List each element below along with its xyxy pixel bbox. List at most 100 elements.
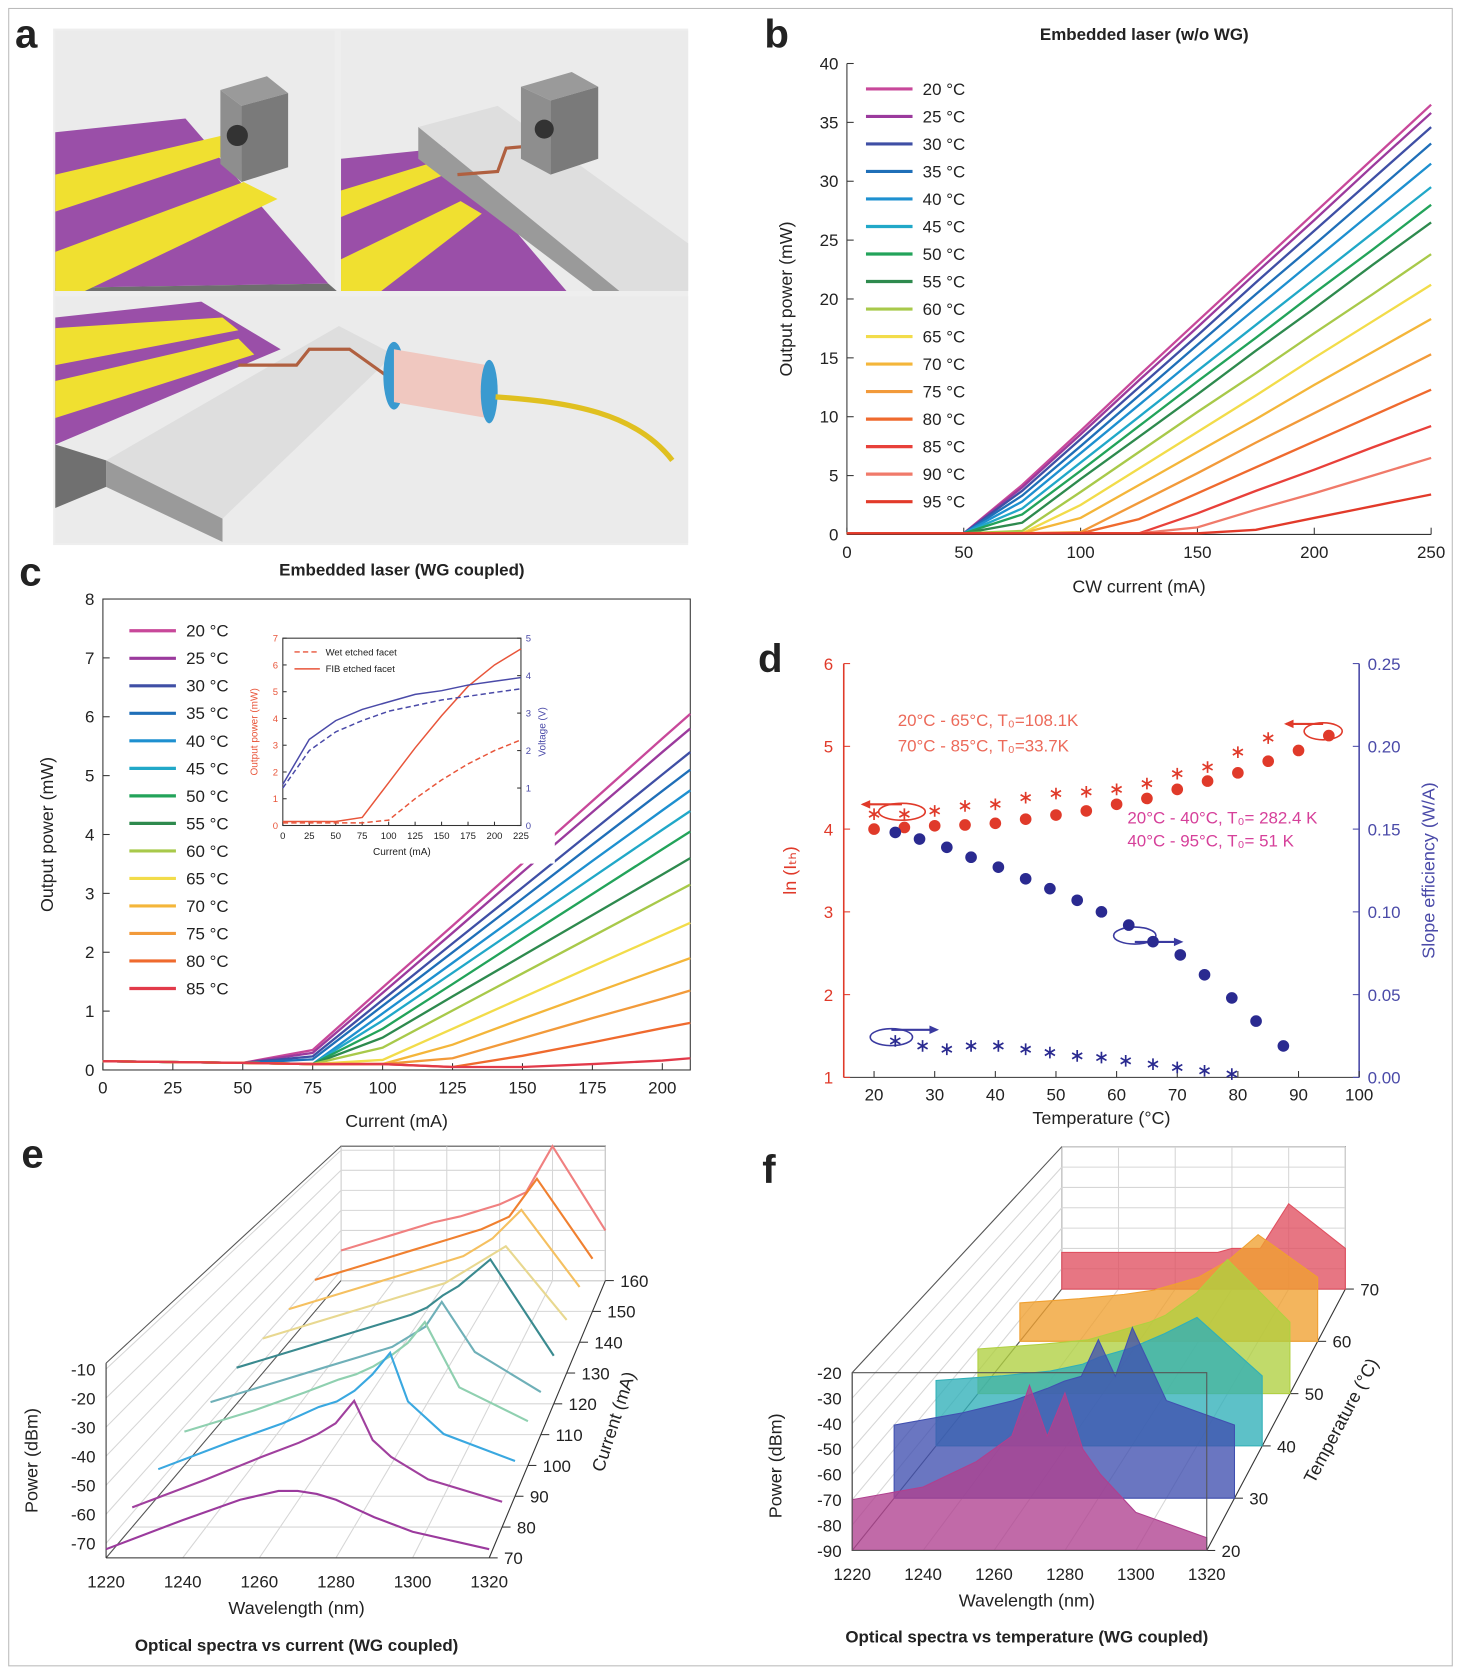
legend-label: 25 °C	[923, 107, 966, 126]
legend-label: Wet etched facet	[326, 647, 398, 658]
legend-label: 85 °C	[186, 979, 229, 998]
x-tick-label: 1300	[394, 1573, 432, 1592]
y-tick-label: -30	[817, 1389, 841, 1408]
grid-line	[182, 1280, 395, 1559]
x-axis-label: CW current (mA)	[1072, 577, 1205, 597]
x-tick-label: 50	[330, 831, 341, 842]
x-tick-label: 70	[1168, 1086, 1187, 1105]
z-axis-label: Current (mA)	[588, 1369, 639, 1474]
y-tick-label: 7	[85, 649, 94, 668]
x-tick-label: 175	[460, 831, 476, 842]
point	[1080, 786, 1092, 798]
y-tick-label: 30	[820, 172, 839, 191]
spectrum-area	[851, 1383, 1208, 1551]
point	[928, 819, 941, 832]
point	[1171, 783, 1184, 796]
legend-label: 75 °C	[923, 383, 966, 402]
y-tick-label: 5	[824, 738, 833, 757]
point	[1225, 992, 1238, 1004]
z-tick-label: 110	[556, 1426, 583, 1445]
legend-label: 50 °C	[186, 787, 229, 806]
point	[1226, 1068, 1238, 1080]
arrowhead	[1284, 719, 1294, 729]
y-tick-label: 3	[273, 741, 278, 752]
y-tick-label: 4	[85, 825, 94, 844]
axis-line	[851, 1146, 1063, 1374]
legend-label: 85 °C	[923, 438, 966, 457]
spectrum-line	[340, 1144, 607, 1252]
series-line	[846, 493, 1432, 535]
point	[1019, 813, 1032, 825]
x-tick-label: 90	[1289, 1086, 1308, 1105]
spectrum-line	[210, 1299, 542, 1404]
point	[1141, 777, 1153, 790]
point	[959, 800, 971, 812]
panel-label: b	[764, 12, 789, 57]
spectrum-line	[131, 1398, 503, 1509]
panel-label: f	[762, 1147, 776, 1192]
z-tick-label: 140	[594, 1334, 622, 1353]
legend-label: 65 °C	[923, 327, 966, 346]
point	[1141, 792, 1153, 805]
y-tick-label: 7	[273, 634, 278, 645]
y-tick-label: 0	[829, 525, 838, 544]
point	[1071, 1050, 1083, 1062]
y-tick-label: 5	[829, 467, 838, 486]
y-tick-label: -70	[817, 1491, 841, 1510]
block	[550, 86, 599, 175]
y-tick-label: 1	[824, 1069, 833, 1088]
axis-line	[105, 1145, 342, 1364]
x-tick-label: 250	[1417, 543, 1445, 562]
plot-frame	[282, 637, 522, 827]
legend-label: 55 °C	[923, 272, 966, 291]
y2-tick-label: 3	[526, 708, 531, 719]
y-tick-label: 2	[85, 943, 94, 962]
arrow-ellipse	[877, 802, 927, 822]
x-tick-label: 125	[438, 1079, 466, 1098]
y-tick-label: -60	[71, 1506, 95, 1525]
aperture	[534, 119, 554, 139]
x-tick-label: 1220	[87, 1573, 125, 1592]
legend-label: 20 °C	[186, 622, 229, 641]
point	[1262, 732, 1274, 744]
point	[898, 808, 910, 821]
x-tick-label: 125	[407, 831, 423, 842]
y-axis-label: Power (dBm)	[765, 1413, 785, 1518]
grid-line	[105, 1210, 342, 1457]
x-axis-label: Current (mA)	[345, 1111, 448, 1131]
series-line	[846, 203, 1432, 535]
grid-line	[851, 1166, 1063, 1399]
y-tick-label: -50	[71, 1477, 95, 1496]
z-tick-label: 100	[543, 1457, 571, 1476]
series-line	[282, 676, 522, 785]
grid-line	[335, 1280, 501, 1559]
y-tick-label: 6	[824, 655, 833, 674]
y-tick-label: 2	[273, 767, 278, 778]
y-tick-label: 6	[85, 708, 94, 727]
spectrum-line	[236, 1257, 555, 1369]
y-tick-label: 15	[820, 349, 839, 368]
grid-line	[851, 1248, 1063, 1501]
block	[520, 71, 599, 101]
x-tick-label: 150	[508, 1079, 536, 1098]
x-tick-label: 1260	[240, 1573, 278, 1592]
grid-line	[105, 1169, 342, 1399]
z-tick-label: 160	[620, 1272, 648, 1291]
grid-line	[851, 1227, 1063, 1475]
y-tick-label: 1	[273, 794, 278, 805]
illustration	[53, 28, 689, 546]
grid-line	[105, 1250, 342, 1515]
series-line	[846, 162, 1432, 535]
y-axis-label: Output power (mW)	[776, 221, 796, 376]
legend-label: 60 °C	[186, 842, 229, 861]
legend-label: 40 °C	[186, 732, 229, 751]
arrowhead	[860, 800, 871, 809]
legend-label: 35 °C	[186, 704, 229, 723]
y-tick-label: -70	[71, 1535, 95, 1554]
lens	[480, 359, 498, 424]
y-tick-label: 10	[820, 408, 839, 427]
y-tick-label: -90	[817, 1542, 841, 1561]
figure-border	[8, 7, 1453, 1667]
arrow-ellipse	[1303, 722, 1344, 741]
point	[1095, 906, 1108, 918]
